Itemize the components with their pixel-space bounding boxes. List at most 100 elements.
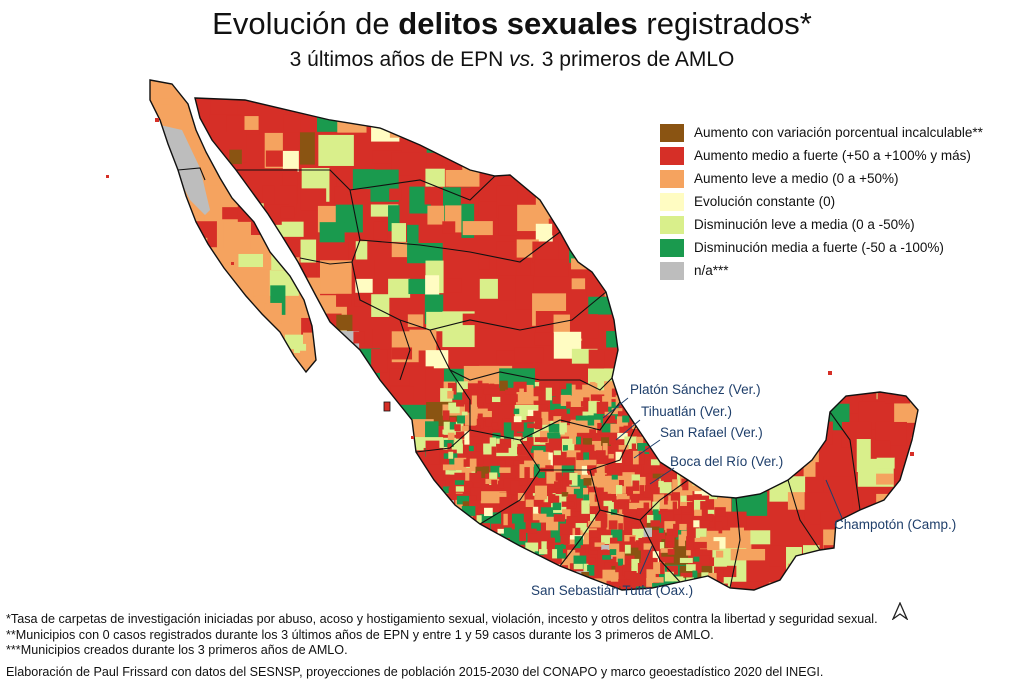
municipality-cell: [391, 223, 407, 242]
municipality-cell: [802, 545, 820, 558]
municipality-cell: [769, 386, 804, 399]
municipality-cell: [299, 132, 315, 165]
municipality-cell: [448, 584, 458, 590]
municipality-cell: [211, 547, 235, 576]
legend-label: Aumento con variación porcentual incalcu…: [694, 125, 983, 140]
municipality-cell: [707, 509, 719, 515]
municipality-cell: [580, 401, 595, 407]
municipality-cell: [857, 348, 887, 381]
municipality-cell: [299, 367, 321, 382]
municipality-cell: [445, 169, 480, 187]
municipality-cell: [561, 416, 570, 426]
municipality-cell: [541, 572, 549, 582]
municipality-cell: [301, 420, 328, 442]
municipality-cell: [540, 507, 554, 518]
municipality-cell: [489, 437, 497, 447]
island: [910, 452, 914, 456]
municipality-cell: [581, 465, 588, 479]
municipality-cell: [448, 487, 456, 495]
municipality-cell: [515, 275, 534, 310]
legend-swatch: [660, 146, 684, 165]
municipality-cell: [695, 528, 707, 539]
municipality-cell: [566, 401, 571, 409]
municipality-cell: [469, 458, 477, 472]
municipality-cell: [188, 140, 199, 158]
municipality-cell: [594, 472, 606, 483]
municipality-cell: [623, 465, 635, 471]
municipality-cell: [390, 386, 414, 406]
municipality-cell: [679, 557, 693, 563]
municipality-cell: [554, 544, 566, 559]
municipality-cell: [637, 562, 651, 574]
municipality-cell: [503, 478, 515, 488]
municipality-cell: [693, 499, 706, 511]
municipality-cell: [478, 258, 490, 270]
municipality-cell: [693, 397, 706, 404]
municipality-cell: [527, 495, 537, 501]
municipality-cell: [679, 523, 687, 530]
municipality-cell: [631, 443, 637, 456]
municipality-cell: [694, 537, 704, 543]
municipality-cell: [525, 571, 534, 578]
municipality-cell: [659, 486, 672, 494]
municipality-cell: [730, 367, 749, 382]
municipality-cell: [539, 430, 549, 443]
municipality-cell: [566, 480, 572, 485]
municipality-cell: [910, 546, 918, 560]
municipality-cell: [678, 366, 712, 382]
callout-san-sebastian-tutla: San Sebastián Tutla (Oax.): [531, 583, 694, 598]
municipality-cell: [672, 471, 677, 485]
municipality-cell: [244, 420, 258, 457]
municipality-cell: [548, 537, 555, 546]
municipality-cell: [442, 527, 460, 563]
municipality-cell: [622, 415, 633, 423]
municipality-cell: [531, 522, 541, 531]
municipality-cell: [478, 548, 492, 584]
municipality-cell: [660, 562, 665, 575]
municipality-cell: [805, 293, 839, 328]
municipality-cell: [526, 437, 534, 449]
municipality-cell: [876, 329, 903, 348]
municipality-cell: [750, 530, 771, 545]
municipality-cell: [456, 381, 468, 393]
municipality-cell: [505, 389, 517, 395]
municipality-cell: [929, 492, 958, 507]
municipality-cell: [489, 472, 498, 485]
municipality-cell: [707, 513, 713, 522]
municipality-cell: [623, 425, 634, 440]
callout-champoton: Champotón (Camp.): [834, 517, 957, 532]
municipality-cell: [623, 260, 649, 296]
municipality-cell: [666, 528, 678, 538]
municipality-cell: [714, 557, 727, 567]
municipality-cell: [510, 465, 523, 476]
municipality-cell: [150, 236, 166, 250]
municipality-cell: [699, 520, 710, 529]
municipality-cell: [371, 493, 407, 525]
municipality-cell: [469, 548, 483, 562]
municipality-cell: [931, 332, 950, 345]
municipality-cell: [510, 480, 519, 495]
municipality-cell: [391, 492, 407, 507]
municipality-cell: [618, 499, 630, 513]
municipality-cell: [573, 563, 583, 570]
municipality-cell: [643, 527, 653, 537]
municipality-cell: [174, 302, 201, 323]
municipality-cell: [538, 549, 548, 555]
municipality-cell: [283, 114, 301, 137]
municipality-cell: [566, 516, 578, 527]
leader-bocadelrio: [649, 467, 675, 485]
municipality-cell: [195, 475, 208, 494]
municipality-cell: [653, 562, 665, 574]
municipality-cell: [245, 384, 281, 418]
municipality-cell: [575, 527, 581, 539]
municipality-cell: [910, 386, 918, 406]
municipality-cell: [748, 294, 772, 321]
municipality-cell: [408, 563, 444, 587]
municipality-cell: [611, 408, 623, 415]
municipality-cell: [426, 564, 456, 582]
municipality-cell: [352, 512, 388, 535]
municipality-cell: [699, 555, 711, 565]
municipality-cell: [499, 582, 535, 590]
municipality-cell: [716, 569, 724, 583]
municipality-cell: [695, 332, 709, 352]
